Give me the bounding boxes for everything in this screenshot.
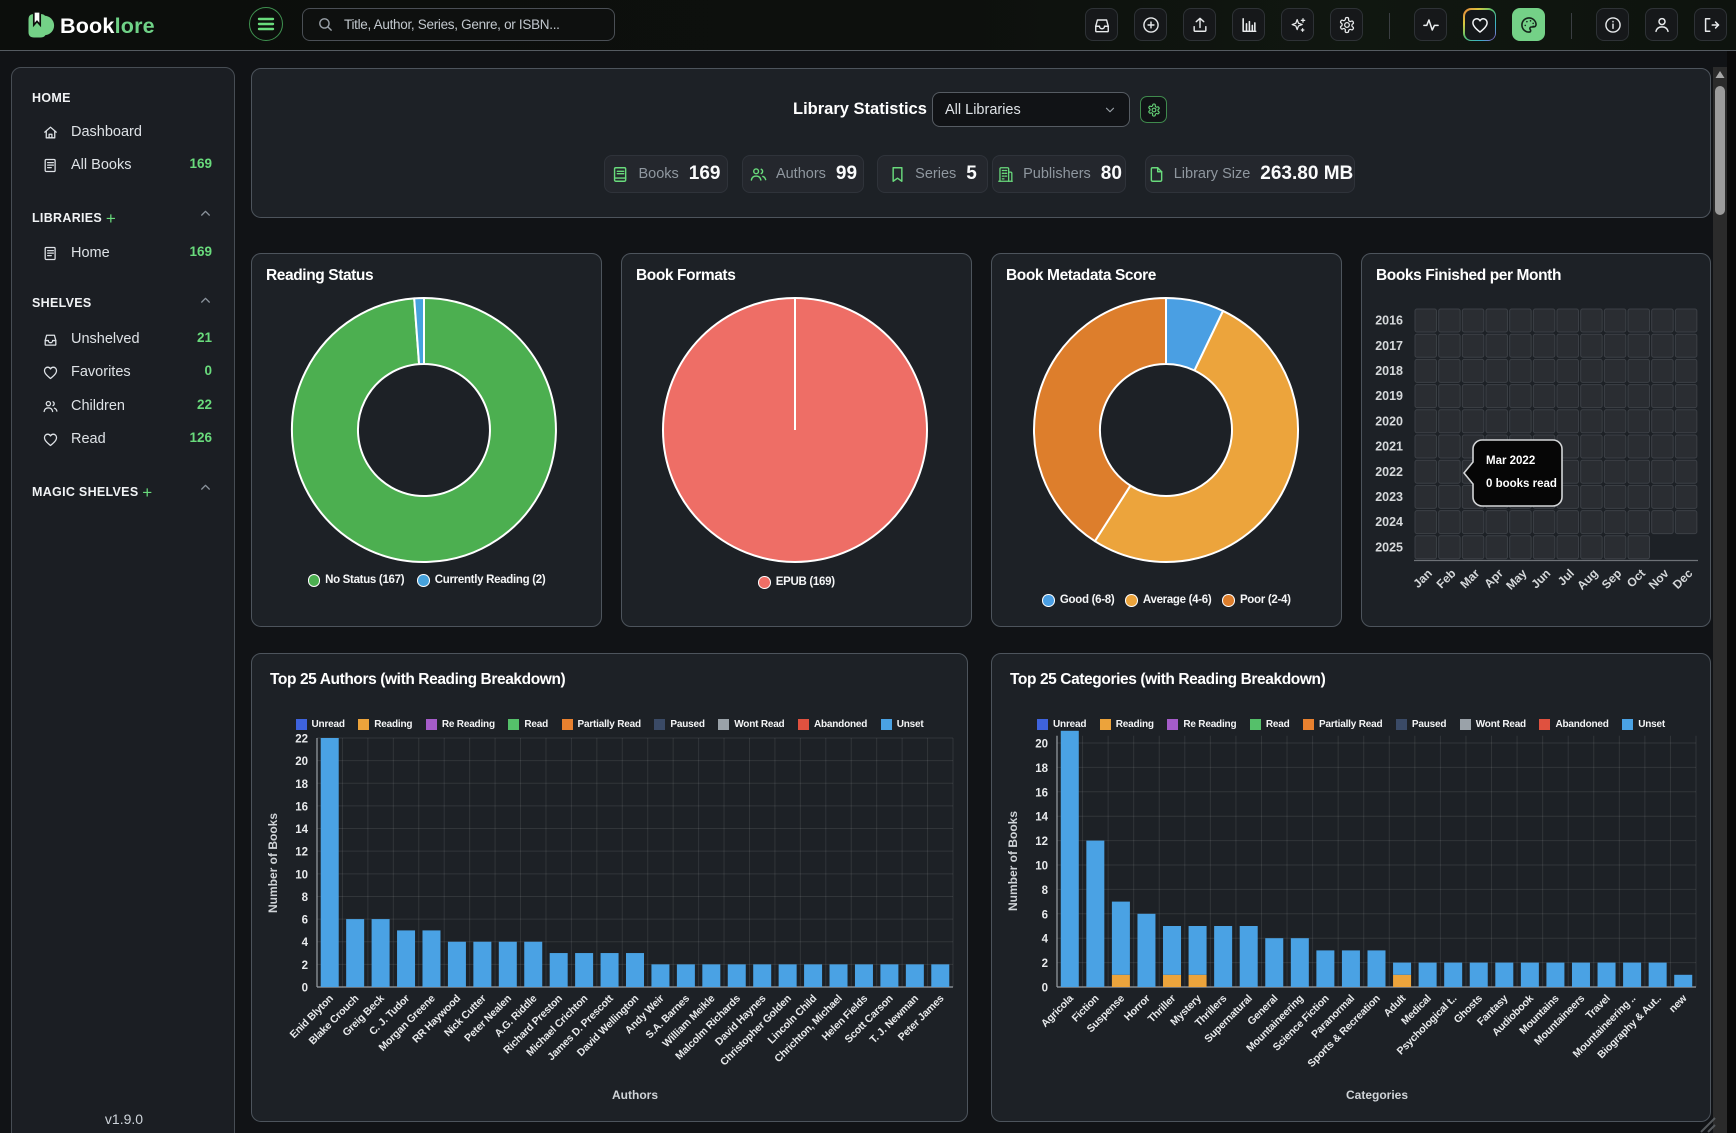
svg-text:Dec: Dec: [1670, 566, 1696, 592]
svg-text:2024: 2024: [1375, 515, 1403, 529]
svg-text:Number of Books: Number of Books: [266, 813, 280, 913]
svg-text:Mar 2022: Mar 2022: [1486, 455, 1535, 467]
svg-text:Feb: Feb: [1434, 566, 1459, 591]
svg-text:12: 12: [1035, 836, 1048, 848]
svg-text:2019: 2019: [1375, 389, 1403, 403]
svg-text:16: 16: [295, 801, 308, 813]
svg-text:Number of Books: Number of Books: [1006, 811, 1020, 911]
svg-text:2018: 2018: [1375, 364, 1403, 378]
svg-text:2022: 2022: [1375, 465, 1403, 479]
svg-text:14: 14: [1035, 812, 1048, 824]
svg-text:8: 8: [302, 892, 309, 904]
svg-text:2023: 2023: [1375, 490, 1403, 504]
svg-text:2016: 2016: [1375, 314, 1403, 328]
svg-text:14: 14: [295, 824, 308, 836]
svg-text:16: 16: [1035, 787, 1048, 799]
svg-text:2025: 2025: [1375, 540, 1403, 554]
svg-text:0 books read: 0 books read: [1486, 478, 1557, 490]
svg-text:Jan: Jan: [1410, 566, 1435, 591]
svg-text:Nov: Nov: [1646, 566, 1672, 592]
svg-text:22: 22: [295, 734, 308, 746]
svg-text:Oct: Oct: [1624, 566, 1648, 590]
svg-text:4: 4: [1042, 934, 1049, 946]
svg-text:Jun: Jun: [1528, 566, 1553, 591]
svg-text:Aug: Aug: [1574, 566, 1600, 592]
svg-text:10: 10: [295, 869, 308, 881]
svg-text:8: 8: [1042, 885, 1049, 897]
svg-text:6: 6: [302, 915, 308, 927]
svg-text:Sep: Sep: [1599, 566, 1624, 591]
svg-text:Mar: Mar: [1457, 566, 1482, 591]
svg-text:2: 2: [1042, 958, 1048, 970]
svg-text:Categories: Categories: [1346, 1088, 1408, 1102]
svg-text:20: 20: [1035, 739, 1048, 751]
svg-text:12: 12: [295, 847, 308, 859]
svg-text:10: 10: [1035, 861, 1048, 873]
svg-text:2020: 2020: [1375, 414, 1403, 428]
svg-text:6: 6: [1042, 909, 1048, 921]
svg-text:2017: 2017: [1375, 339, 1403, 353]
svg-text:0: 0: [1042, 983, 1048, 995]
svg-text:20: 20: [295, 756, 308, 768]
svg-text:18: 18: [1035, 763, 1048, 775]
svg-text:new: new: [1667, 992, 1690, 1015]
svg-text:2: 2: [302, 960, 308, 972]
svg-text:Agricola: Agricola: [1039, 992, 1076, 1029]
svg-text:18: 18: [295, 779, 308, 791]
svg-text:4: 4: [302, 937, 309, 949]
svg-text:Jul: Jul: [1555, 566, 1577, 588]
svg-text:0: 0: [302, 983, 308, 995]
svg-text:2021: 2021: [1375, 440, 1403, 454]
svg-text:May: May: [1503, 566, 1530, 593]
svg-text:Authors: Authors: [612, 1088, 658, 1102]
svg-text:Apr: Apr: [1481, 566, 1506, 591]
